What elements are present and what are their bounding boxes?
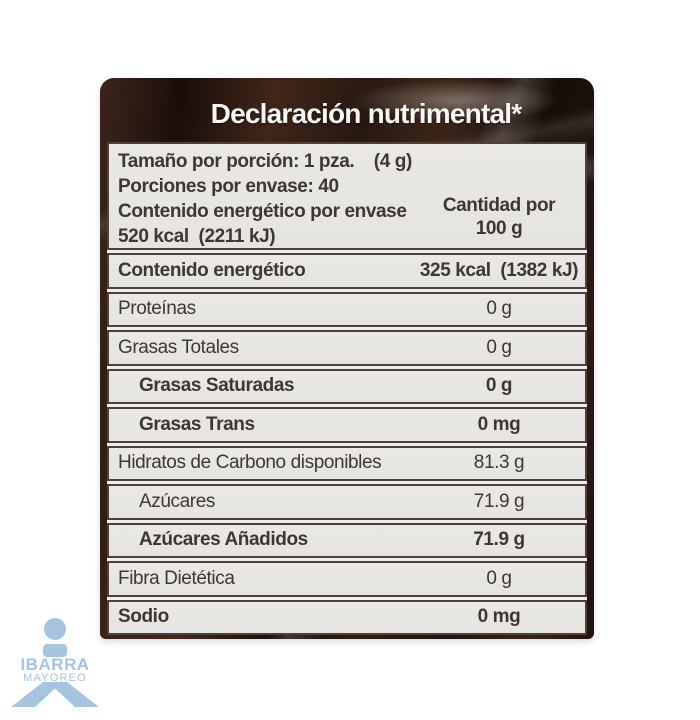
- per-amount-line1: Cantidad por: [442, 195, 556, 216]
- nutrient-row-protein: Proteínas 0 g: [107, 291, 587, 327]
- serving-size: Tamaño por porción: 1 pza. (4 g): [118, 151, 412, 172]
- energy-per-container-value: 520 kcal (2211 kJ): [118, 226, 276, 247]
- serving-info: Tamaño por porción: 1 pza. (4 g) Porcion…: [109, 144, 413, 248]
- nutrient-row-sugars: Azúcares 71.9 g: [107, 484, 587, 520]
- logo-body-icon: [43, 644, 67, 657]
- logo-brand-text: IBARRA: [20, 655, 89, 674]
- ibarra-mayoreo-logo-icon: IBARRA MAYOREO: [11, 618, 99, 707]
- nutrient-row-added-sugars: Azúcares Añadidos 71.9 g: [107, 522, 587, 558]
- logo-right-leg-icon: [48, 682, 99, 707]
- servings-per-container: Porciones por envase: 40: [118, 176, 339, 197]
- logo-head-icon: [44, 618, 66, 640]
- per-amount-line2: 100 g: [475, 218, 523, 239]
- per-amount-header: Cantidad por 100 g: [413, 144, 585, 248]
- chocolate-package: Declaración nutrimental* Tamaño por porc…: [100, 78, 594, 639]
- label-title: Declaración nutrimental*: [210, 98, 522, 129]
- logo-sub-text: MAYOREO: [23, 672, 87, 684]
- serving-info-row: Tamaño por porción: 1 pza. (4 g) Porcion…: [107, 142, 587, 250]
- nutrient-row-carbohydrates: Hidratos de Carbono disponibles 81.3 g: [107, 445, 587, 481]
- nutrient-row-saturated-fat: Grasas Saturadas 0 g: [107, 368, 587, 404]
- energy-per-container-label: Contenido energético por envase: [118, 201, 407, 222]
- nutrient-row-total-fat: Grasas Totales 0 g: [107, 330, 587, 366]
- nutrition-table: Tamaño por porción: 1 pza. (4 g) Porcion…: [107, 142, 587, 635]
- logo-left-leg-icon: [11, 682, 62, 707]
- nutrient-row-sodium: Sodio 0 mg: [107, 599, 587, 635]
- label-title-bar: Declaración nutrimental*: [100, 78, 594, 142]
- nutrient-row-energy: Contenido energético 325 kcal (1382 kJ): [107, 253, 587, 289]
- nutrient-row-fiber: Fibra Dietética 0 g: [107, 561, 587, 597]
- nutrient-row-trans-fat: Grasas Trans 0 mg: [107, 407, 587, 443]
